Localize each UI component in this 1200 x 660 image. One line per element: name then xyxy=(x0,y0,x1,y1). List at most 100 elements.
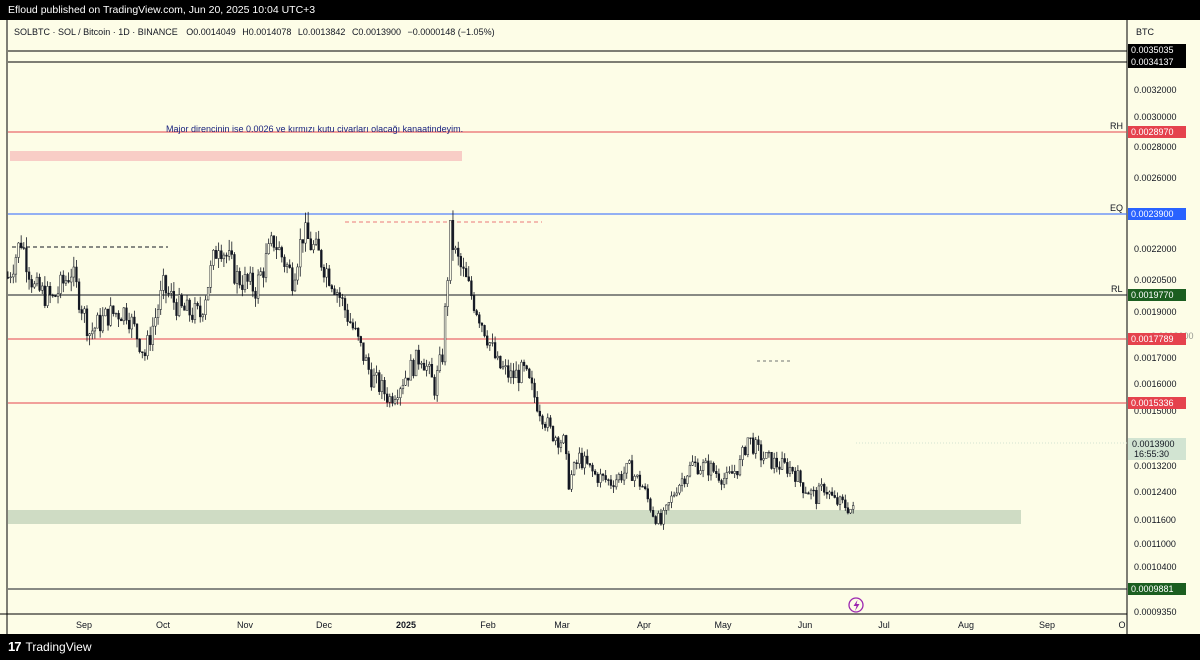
candle-body xyxy=(199,305,202,318)
time-label: O xyxy=(1118,620,1125,630)
candle-body xyxy=(754,439,757,454)
candle-body xyxy=(441,354,444,363)
candle-body xyxy=(127,320,131,330)
candle-body xyxy=(509,370,513,378)
candle-body xyxy=(749,437,752,439)
candle-body xyxy=(130,316,133,330)
candle-body xyxy=(433,376,436,396)
candle-body xyxy=(836,497,839,505)
candle-body xyxy=(470,280,473,297)
candle-body xyxy=(467,276,470,282)
level-tag-rl: RL xyxy=(1111,284,1123,294)
resistance-zone xyxy=(10,151,462,161)
level-badge-red-1: 0.0017789 xyxy=(1128,333,1186,345)
time-label: Apr xyxy=(637,620,651,630)
candle-body xyxy=(820,484,823,487)
candle-body xyxy=(146,335,149,357)
candle-body xyxy=(88,333,91,336)
time-label: Jun xyxy=(798,620,813,630)
candle-body xyxy=(33,283,36,288)
price-tick: 0.0016000 xyxy=(1134,379,1177,389)
candle-body xyxy=(622,472,626,481)
candle-body xyxy=(27,271,31,280)
time-label: Oct xyxy=(156,620,171,630)
candle-body xyxy=(720,480,723,485)
candle-body xyxy=(391,396,394,404)
candle-body xyxy=(478,314,481,324)
candle-body xyxy=(593,470,597,475)
candle-body xyxy=(193,303,197,320)
candle-body xyxy=(362,342,365,361)
candle-body xyxy=(788,466,792,474)
level-badge-top-b: 0.0034137 xyxy=(1128,56,1186,68)
candle-body xyxy=(264,253,268,278)
candle-body xyxy=(338,292,341,298)
candle-body xyxy=(615,479,618,488)
candle-body xyxy=(246,274,249,282)
candle-body xyxy=(241,284,244,290)
candle-body xyxy=(757,439,760,445)
candle-body xyxy=(517,369,520,383)
candle-body xyxy=(101,315,104,332)
price-axis-panel xyxy=(1127,20,1200,614)
candle-body xyxy=(228,250,231,257)
candle-body xyxy=(638,474,642,487)
candle-body xyxy=(164,275,168,294)
tradingview-logo[interactable]: 17 TradingView xyxy=(8,634,92,660)
candle-body xyxy=(380,380,384,392)
candle-body xyxy=(588,463,592,466)
candle-body xyxy=(138,338,141,352)
time-label: Sep xyxy=(76,620,92,630)
candle-body xyxy=(486,335,489,346)
candle-body xyxy=(359,336,362,343)
candle-body xyxy=(612,485,615,488)
candle-body xyxy=(159,290,162,310)
candle-body xyxy=(270,235,273,244)
candle-body xyxy=(425,365,428,371)
price-tick: 0.0030000 xyxy=(1134,112,1177,122)
candle-body xyxy=(565,435,568,455)
candle-body xyxy=(641,486,644,488)
candle-body xyxy=(454,247,457,250)
candle-body xyxy=(770,451,773,469)
candle-body xyxy=(493,342,497,359)
candle-body xyxy=(741,446,744,460)
candle-body xyxy=(417,349,420,365)
candle-body xyxy=(125,307,128,321)
lightning-icon[interactable] xyxy=(848,597,864,613)
candle-body xyxy=(515,369,518,379)
price-axis-currency: BTC xyxy=(1136,27,1155,37)
candle-body xyxy=(64,280,68,284)
candle-body xyxy=(393,399,397,404)
publish-info: Efloud published on TradingView.com, Jun… xyxy=(0,0,1200,20)
candle-body xyxy=(767,451,771,454)
candle-body xyxy=(838,496,842,505)
candle-body xyxy=(385,393,389,403)
candle-body xyxy=(151,325,154,345)
candle-body xyxy=(591,464,594,472)
level-badge-red-2: 0.0015336 xyxy=(1128,397,1186,409)
candle-body xyxy=(214,250,218,259)
tradingview-brand: TradingView xyxy=(25,640,92,654)
price-chart[interactable]: SOLBTC · SOL / Bitcoin · 1D · BINANCE O0… xyxy=(0,20,1200,634)
candle-body xyxy=(267,243,270,254)
plot-area[interactable] xyxy=(0,20,1127,614)
candle-body xyxy=(773,457,776,469)
candle-body xyxy=(85,308,89,336)
candle-body xyxy=(83,308,86,314)
candle-body xyxy=(6,277,10,279)
candle-body xyxy=(733,471,736,474)
candle-body xyxy=(672,494,676,497)
candle-body xyxy=(175,302,178,316)
candle-body xyxy=(328,268,331,286)
candle-body xyxy=(549,417,552,427)
time-label: Feb xyxy=(480,620,496,630)
candle-body xyxy=(609,479,613,486)
candle-body xyxy=(272,235,276,248)
candle-body xyxy=(541,415,544,425)
candle-body xyxy=(607,479,610,481)
level-badge-bottom: 0.0009881 xyxy=(1128,583,1186,595)
candle-body xyxy=(841,496,844,501)
svg-text:0.0019770: 0.0019770 xyxy=(1131,290,1174,300)
candle-body xyxy=(725,472,728,479)
